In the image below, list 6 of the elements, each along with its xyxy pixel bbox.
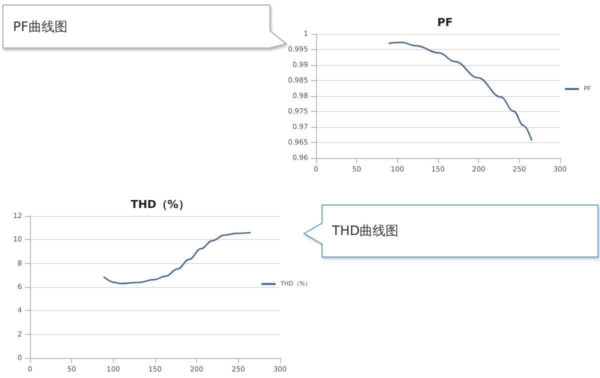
chart-title: PF (437, 16, 453, 29)
chart-title: THD（%） (130, 198, 190, 211)
line-series (388, 42, 532, 141)
text: PF曲线图 (13, 18, 68, 36)
line-series (103, 232, 251, 284)
text: THD曲线图 (332, 223, 399, 240)
